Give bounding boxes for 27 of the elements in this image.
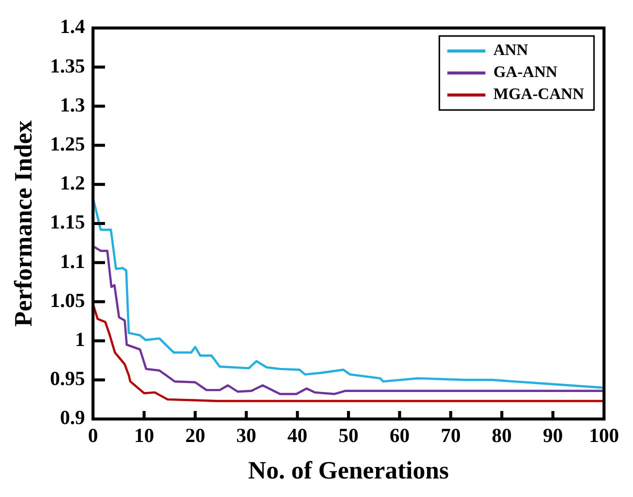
x-tick-label: 50 — [338, 425, 358, 448]
y-tick-label: 1.25 — [50, 133, 85, 156]
x-tick-label: 90 — [542, 425, 563, 448]
x-tick-label: 10 — [134, 425, 154, 448]
x-tick-label: 70 — [440, 425, 461, 448]
legend-label: ANN — [493, 42, 528, 60]
x-tick-label: 40 — [287, 425, 308, 448]
x-tick-label: 0 — [88, 425, 98, 448]
y-tick-label: 1.4 — [60, 16, 85, 38]
y-tick-label: 1.1 — [60, 250, 85, 273]
legend-label: MGA-CANN — [493, 86, 584, 104]
y-tick-label: 1.3 — [60, 94, 85, 116]
y-tick-label: 0.95 — [50, 368, 85, 390]
y-tick-label: 1.35 — [50, 55, 85, 78]
x-axis-title: No. of Generations — [248, 457, 450, 484]
x-tick-label: 60 — [390, 425, 410, 448]
y-tick-label: 1 — [75, 328, 85, 351]
x-tick-label: 20 — [185, 425, 206, 448]
y-tick-label: 1.05 — [50, 290, 85, 312]
legend-label: GA-ANN — [493, 64, 558, 82]
y-tick-label: 1.2 — [60, 172, 85, 195]
y-tick-label: 0.9 — [60, 407, 85, 430]
y-tick-label: 1.15 — [50, 212, 85, 234]
y-axis-title: Performance Index — [10, 120, 38, 327]
x-tick-label: 80 — [492, 425, 512, 448]
x-tick-label: 100 — [589, 425, 619, 448]
x-tick-label: 30 — [236, 425, 256, 448]
